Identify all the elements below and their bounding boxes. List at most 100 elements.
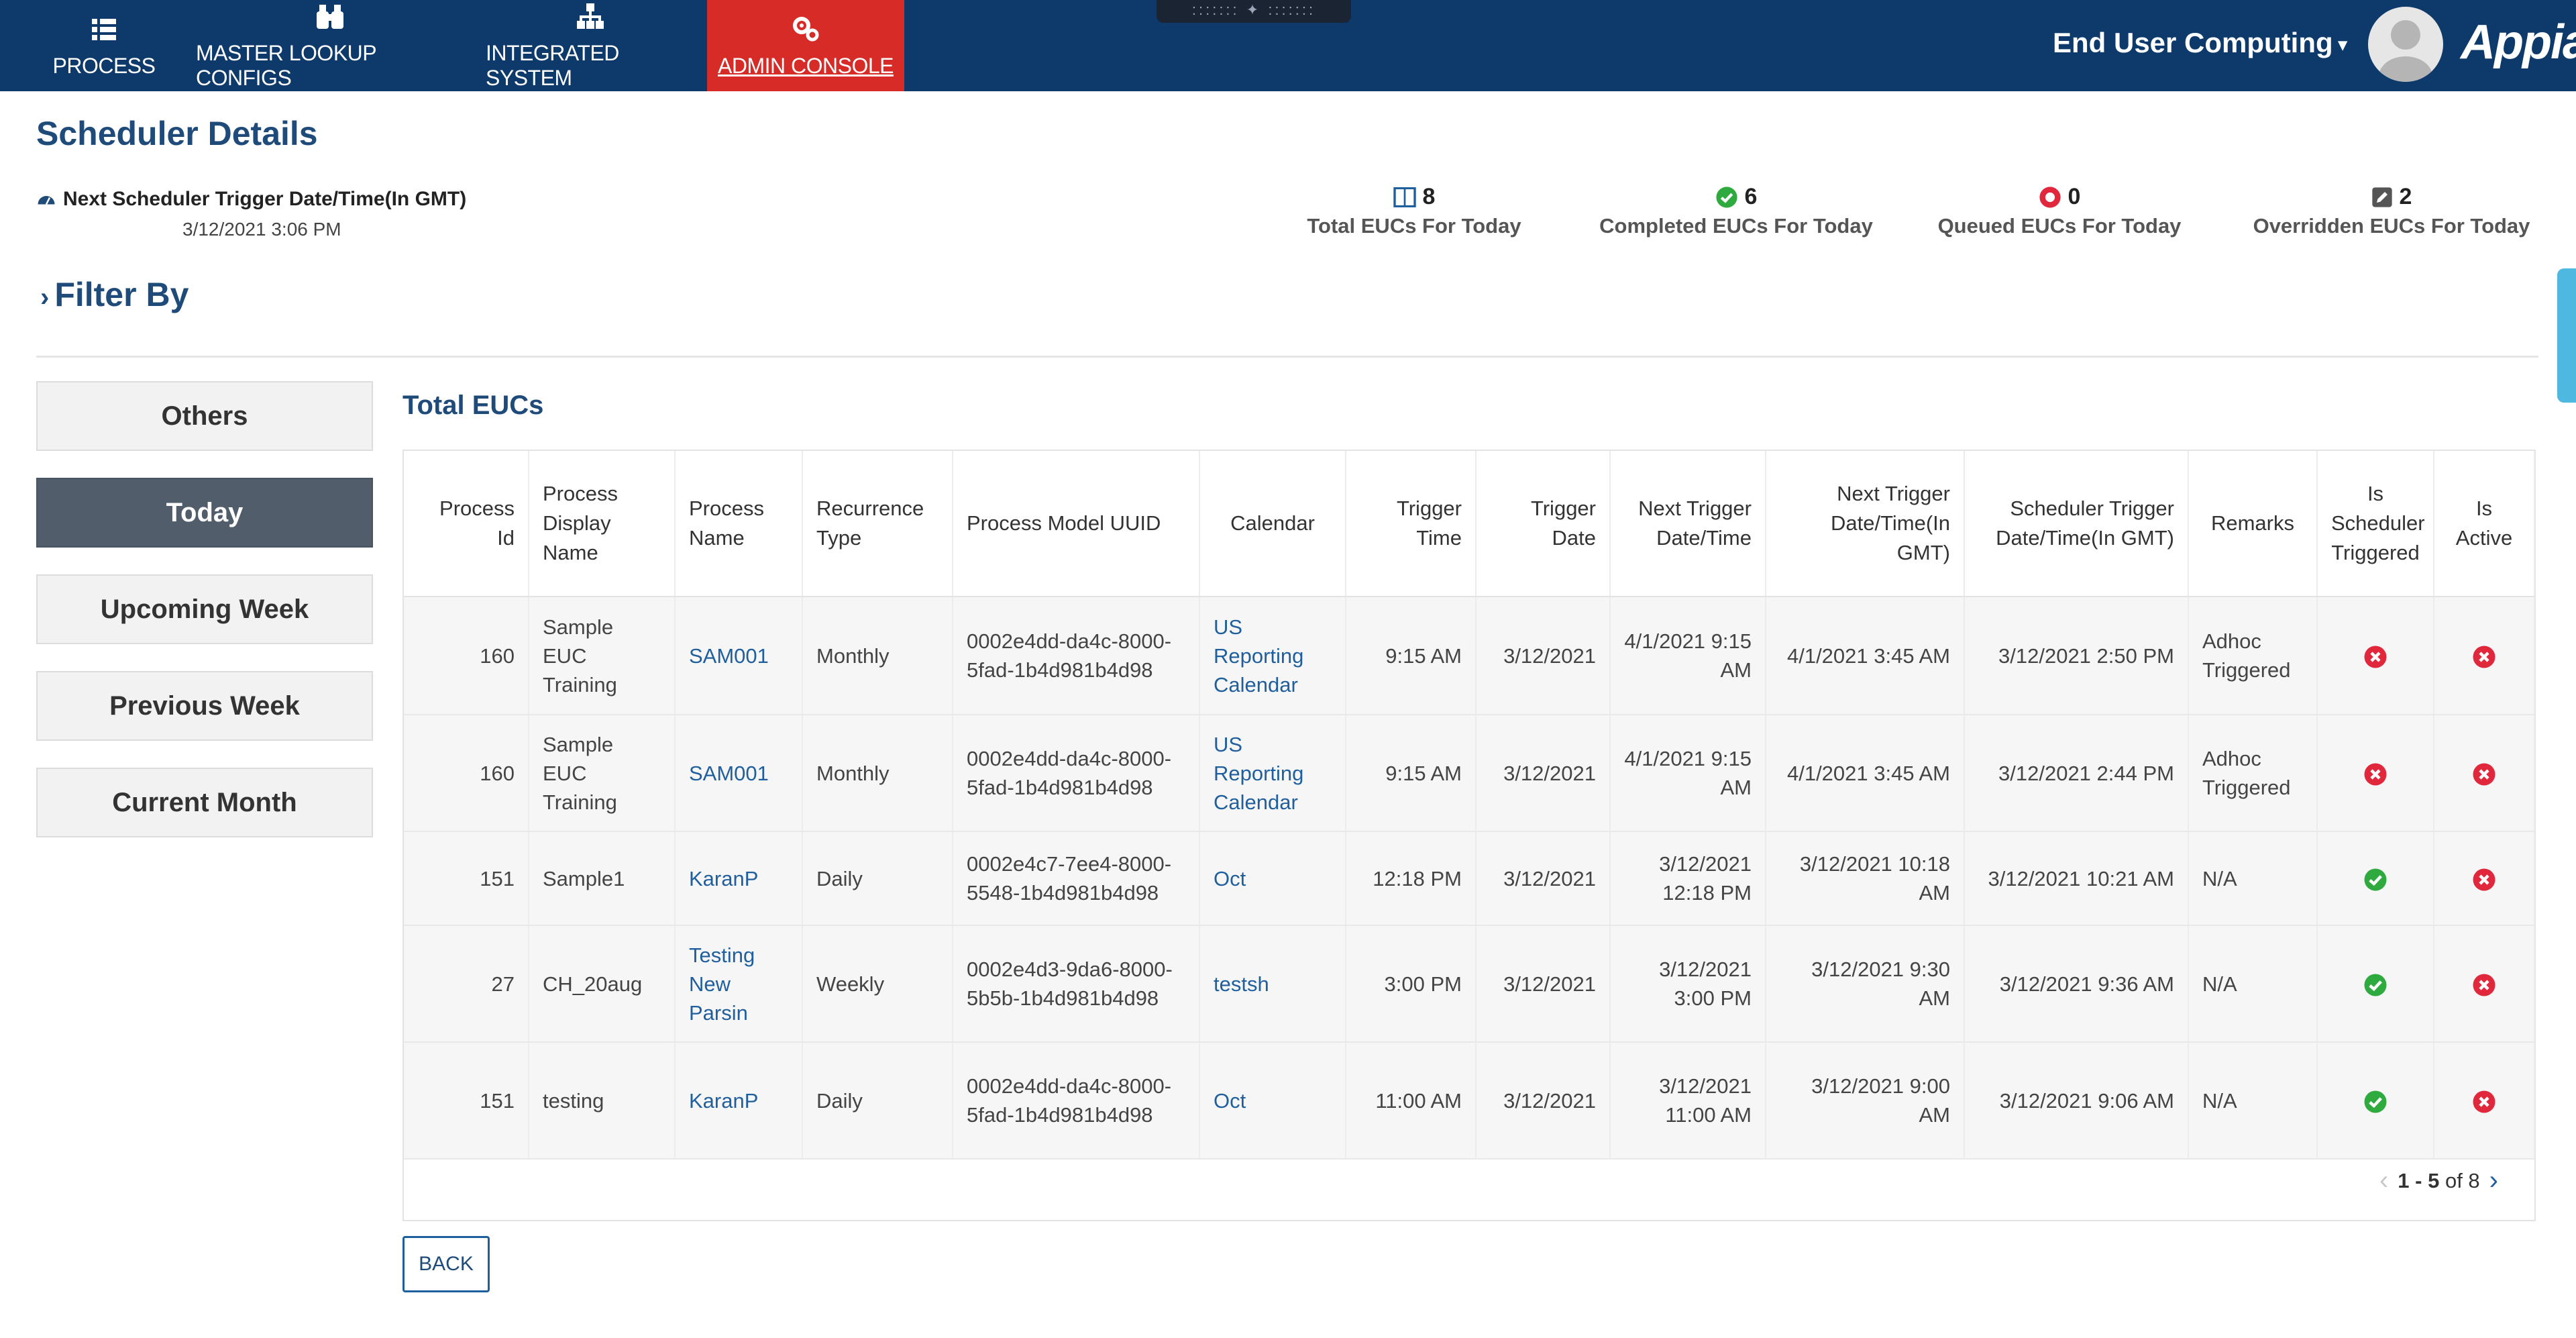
process-name-link[interactable]: SAM001 xyxy=(689,644,769,668)
check-circle-icon xyxy=(2364,868,2387,891)
back-button[interactable]: BACK xyxy=(402,1236,490,1292)
col-header-next-trigger[interactable]: Next Trigger Date/Time xyxy=(1610,451,1766,597)
calendar-link[interactable]: US Reporting Calendar xyxy=(1214,615,1304,697)
prev-page-icon[interactable]: ‹ xyxy=(2379,1166,2389,1195)
stat-overridden-label: Overridden EUCs For Today xyxy=(2253,214,2530,238)
filter-previous-week-button[interactable]: Previous Week xyxy=(36,671,373,741)
page-title: Scheduler Details xyxy=(36,115,318,152)
next-page-icon[interactable]: › xyxy=(2489,1166,2498,1195)
user-menu-label: End User Computing xyxy=(2053,27,2333,58)
filter-others-button[interactable]: Others xyxy=(36,381,373,451)
stat-queued-label: Queued EUCs For Today xyxy=(1937,214,2182,238)
cell-process-display-name: testing xyxy=(529,1042,676,1160)
user-silhouette-icon xyxy=(2379,20,2432,82)
col-header-is-scheduler-triggered[interactable]: Is Scheduler Triggered xyxy=(2317,451,2434,597)
col-header-recurrence-type[interactable]: Recurrence Type xyxy=(802,451,953,597)
cell-is-scheduler-triggered xyxy=(2317,1042,2434,1160)
x-circle-icon xyxy=(2473,974,2496,996)
check-circle-icon xyxy=(2364,974,2387,996)
drag-handle[interactable]: ::::::: ✦ ::::::: xyxy=(1157,0,1351,23)
filter-by-toggle[interactable]: › Filter By xyxy=(40,275,189,314)
table-row: 151 testing KaranP Daily 0002e4dd-da4c-8000-… xyxy=(404,1042,2535,1160)
filter-current-month-button[interactable]: Current Month xyxy=(36,768,373,837)
cell-process-id: 27 xyxy=(404,925,529,1043)
cell-scheduler-trigger-gmt: 3/12/2021 2:50 PM xyxy=(1964,597,2189,715)
x-circle-icon xyxy=(2473,1090,2496,1113)
tab-admin-console[interactable]: ADMIN CONSOLE xyxy=(707,0,904,91)
calendar-link[interactable]: testsh xyxy=(1214,972,1269,996)
stat-total-label: Total EUCs For Today xyxy=(1307,214,1521,238)
binoculars-icon xyxy=(317,5,343,29)
tab-master-lookup-configs[interactable]: MASTER LOOKUP CONFIGS xyxy=(196,0,464,91)
cell-scheduler-trigger-gmt: 3/12/2021 9:06 AM xyxy=(1964,1042,2189,1160)
calendar-link[interactable]: Oct xyxy=(1214,866,1246,890)
filter-by-label: Filter By xyxy=(54,276,189,313)
gears-icon xyxy=(793,16,819,41)
stat-queued-eucs: 0 Queued EUCs For Today xyxy=(1919,184,2200,238)
calendar-link[interactable]: Oct xyxy=(1214,1088,1246,1113)
col-header-scheduler-trigger-gmt[interactable]: Scheduler Trigger Date/Time(In GMT) xyxy=(1964,451,2189,597)
col-header-next-trigger-gmt[interactable]: Next Trigger Date/Time(In GMT) xyxy=(1766,451,1965,597)
cell-remarks: Adhoc Triggered xyxy=(2188,597,2318,715)
col-header-process-name[interactable]: Process Name xyxy=(675,451,803,597)
stat-queued-count: 0 xyxy=(2068,184,2081,209)
cell-next-trigger: 4/1/2021 9:15 AM xyxy=(1610,597,1766,715)
cell-process-name: KaranP xyxy=(675,831,803,926)
tab-process[interactable]: PROCESS xyxy=(40,0,168,91)
filter-upcoming-week-button[interactable]: Upcoming Week xyxy=(36,574,373,644)
cell-process-id: 151 xyxy=(404,1042,529,1160)
cell-next-trigger: 4/1/2021 9:15 AM xyxy=(1610,715,1766,832)
check-circle-icon xyxy=(2364,1090,2387,1113)
stat-total-count: 8 xyxy=(1422,184,1436,209)
col-header-is-active[interactable]: Is Active xyxy=(2434,451,2535,597)
col-header-trigger-date[interactable]: Trigger Date xyxy=(1476,451,1611,597)
cell-trigger-time: 9:15 AM xyxy=(1346,715,1477,832)
cell-is-scheduler-triggered xyxy=(2317,597,2434,715)
col-header-process-id[interactable]: Process Id xyxy=(404,451,529,597)
cell-process-name: KaranP xyxy=(675,1042,803,1160)
tab-master-lookup-configs-label: MASTER LOOKUP CONFIGS xyxy=(196,41,376,90)
calendar-link[interactable]: US Reporting Calendar xyxy=(1214,732,1304,814)
cell-process-model-uuid: 0002e4dd-da4c-8000-5fad-1b4d981b4d98 xyxy=(953,597,1200,715)
col-header-process-display-name[interactable]: Process Display Name xyxy=(529,451,676,597)
cell-next-trigger-gmt: 3/12/2021 9:30 AM xyxy=(1766,925,1965,1043)
filter-today-button[interactable]: Today xyxy=(36,478,373,548)
avatar[interactable] xyxy=(2368,7,2443,82)
cell-process-display-name: CH_20aug xyxy=(529,925,676,1043)
next-trigger-value: 3/12/2021 3:06 PM xyxy=(182,219,341,240)
process-name-link[interactable]: KaranP xyxy=(689,866,759,890)
cell-calendar: Oct xyxy=(1199,1042,1346,1160)
col-header-calendar[interactable]: Calendar xyxy=(1199,451,1346,597)
tab-integrated-system[interactable]: INTEGRATED SYSTEM xyxy=(486,0,695,91)
side-panel-handle[interactable] xyxy=(2557,268,2576,403)
cell-trigger-time: 3:00 PM xyxy=(1346,925,1477,1043)
cell-trigger-date: 3/12/2021 xyxy=(1476,597,1611,715)
col-header-process-model-uuid[interactable]: Process Model UUID xyxy=(953,451,1200,597)
pager-total: of 8 xyxy=(2445,1168,2480,1192)
cell-recurrence-type: Daily xyxy=(802,1042,953,1160)
cell-next-trigger: 3/12/2021 12:18 PM xyxy=(1610,831,1766,926)
cell-is-scheduler-triggered xyxy=(2317,831,2434,926)
cell-is-scheduler-triggered xyxy=(2317,715,2434,832)
col-header-trigger-time[interactable]: Trigger Time xyxy=(1346,451,1477,597)
cell-calendar: US Reporting Calendar xyxy=(1199,715,1346,832)
cell-trigger-date: 3/12/2021 xyxy=(1476,831,1611,926)
euc-grid: Process Id Process Display Name Process … xyxy=(402,450,2536,1221)
table-body: 160 Sample EUC Training SAM001 Monthly 0002e… xyxy=(404,597,2535,1160)
cell-is-scheduler-triggered xyxy=(2317,925,2434,1043)
process-name-link[interactable]: SAM001 xyxy=(689,761,769,785)
cell-process-model-uuid: 0002e4c7-7ee4-8000-5548-1b4d981b4d98 xyxy=(953,831,1200,926)
tab-process-label: PROCESS xyxy=(52,53,156,78)
cell-process-name: SAM001 xyxy=(675,597,803,715)
user-menu[interactable]: End User Computing ▾ xyxy=(2053,27,2347,59)
pagination: ‹ 1 - 5 of 8 › xyxy=(2370,1166,2508,1196)
cell-trigger-date: 3/12/2021 xyxy=(1476,925,1611,1043)
process-name-link[interactable]: Testing New Parsin xyxy=(689,943,755,1025)
cell-process-id: 160 xyxy=(404,597,529,715)
cell-remarks: N/A xyxy=(2188,925,2318,1043)
cell-scheduler-trigger-gmt: 3/12/2021 9:36 AM xyxy=(1964,925,2189,1043)
cell-process-display-name: Sample EUC Training xyxy=(529,715,676,832)
process-name-link[interactable]: KaranP xyxy=(689,1088,759,1113)
col-header-remarks[interactable]: Remarks xyxy=(2188,451,2318,597)
cell-next-trigger: 3/12/2021 3:00 PM xyxy=(1610,925,1766,1043)
